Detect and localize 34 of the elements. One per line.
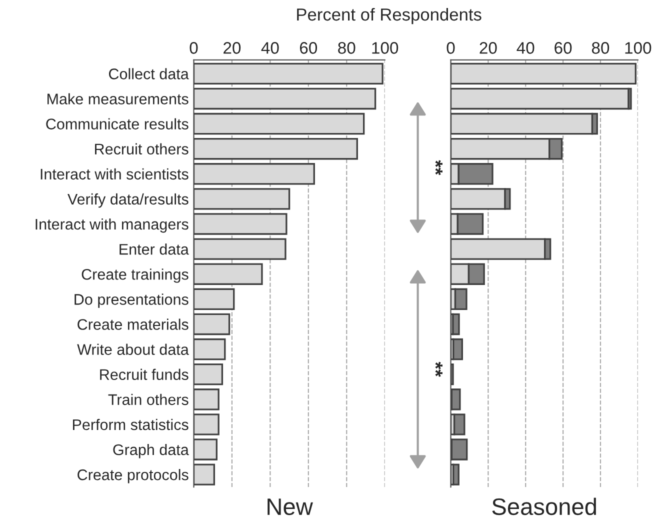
y-tick-label: Make measurements	[48, 93, 188, 104]
y-tick-label: Verify data/results	[68, 193, 188, 208]
x-tick-label: 20	[480, 42, 497, 54]
x-axis-title: Percent of Respondents	[297, 8, 482, 24]
x-tick-label: 80	[338, 42, 356, 54]
text: **	[435, 160, 442, 176]
text: Seasoned	[492, 498, 596, 516]
y-tick-label: Communicate results	[46, 118, 188, 130]
y-tick-label: Create materials	[78, 318, 188, 330]
y-tick-label: Create trainings	[82, 268, 188, 283]
y-tick-label: Train others	[108, 394, 188, 406]
x-tick-label: 100	[372, 42, 398, 54]
x-tick-label: 0	[190, 42, 198, 54]
x-tick-label: 60	[300, 42, 318, 54]
x-tick-label: 0	[446, 42, 455, 54]
y-tick-label: Create protocols	[78, 469, 188, 484]
y-tick-label: Recruit others	[95, 143, 188, 155]
x-tick-label: 80	[592, 42, 610, 54]
x-tick-label: 60	[554, 42, 572, 54]
y-tick-label: Recruit funds	[100, 368, 188, 380]
y-tick-label: Interact with scientists	[40, 168, 188, 180]
y-tick-label: Interact with managers	[36, 218, 188, 233]
y-tick-label: Perform statistics	[72, 418, 188, 430]
text: New	[268, 498, 313, 516]
x-tick-label: 40	[261, 42, 279, 54]
y-tick-label: Write about data	[77, 344, 189, 355]
y-tick-label: Graph data	[113, 444, 189, 458]
x-tick-label: 20	[224, 42, 241, 54]
x-tick-label: 40	[516, 42, 534, 54]
y-tick-label: Collect data	[108, 68, 189, 80]
y-tick-label: Do presentations	[74, 294, 188, 308]
text: **	[435, 362, 442, 377]
y-tick-label: Enter data	[120, 244, 189, 255]
x-tick-label: 100	[625, 42, 652, 54]
